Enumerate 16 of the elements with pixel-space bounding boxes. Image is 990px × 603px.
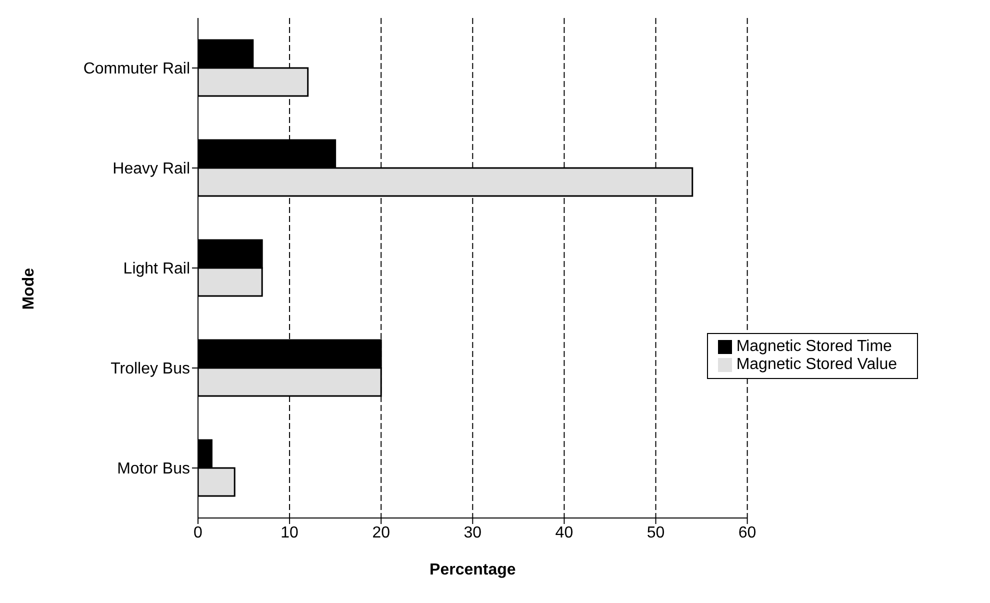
x-tick-label: 40: [555, 524, 574, 542]
x-axis-title: Percentage: [430, 561, 516, 578]
y-tick-label: Light Rail: [123, 260, 190, 278]
y-tick-label: Trolley Bus: [110, 360, 190, 378]
x-tick-label: 20: [372, 524, 390, 542]
y-axis-title: Mode: [20, 268, 38, 310]
legend-label: Magnetic Stored Time: [736, 338, 892, 355]
x-tick-label: 50: [646, 524, 665, 542]
x-tick-label: 0: [194, 524, 203, 542]
x-tick-label: 60: [738, 524, 756, 542]
legend-label: Magnetic Stored Value: [736, 356, 897, 373]
y-tick-label: Commuter Rail: [83, 60, 190, 78]
y-tick-label: Heavy Rail: [112, 160, 190, 178]
x-tick-label: 10: [280, 524, 299, 542]
x-tick-label: 30: [464, 524, 482, 542]
y-tick-label: Motor Bus: [117, 460, 190, 478]
